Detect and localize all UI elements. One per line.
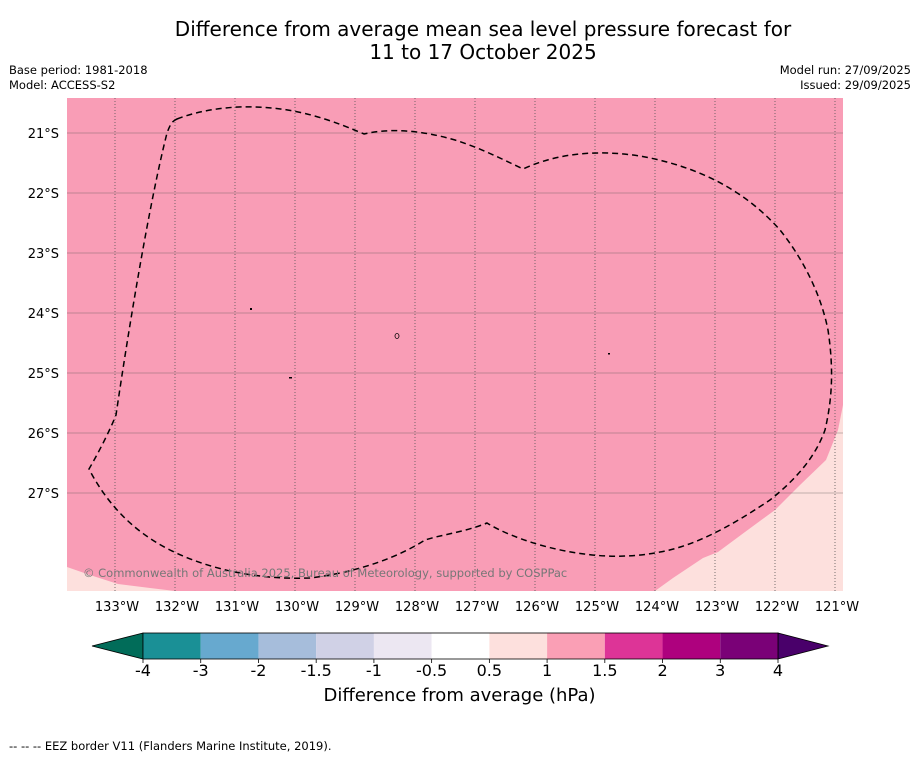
latitude-label: 22°S [28, 187, 59, 202]
latitude-label: 23°S [28, 247, 59, 262]
eez-legend-note: -- -- -- EEZ border V11 (Flanders Marine… [9, 739, 332, 753]
longitude-label: 131°W [215, 600, 259, 615]
colorbar-segment [431, 633, 490, 659]
colorbar-tick-label: -4 [135, 661, 151, 680]
title-line-2: 11 to 17 October 2025 [369, 40, 597, 64]
longitude-label: 121°W [815, 600, 859, 615]
latitude-label: 21°S [28, 127, 59, 142]
light-anomaly-region-west [67, 567, 175, 591]
longitude-label: 130°W [275, 600, 319, 615]
colorbar-tick-label: 2 [657, 661, 667, 680]
colorbar: -4 -3 -2 -1.5 -1 -0.5 0.5 1 1.5 2 3 4 [91, 632, 830, 680]
light-anomaly-region [655, 405, 843, 591]
colorbar-segment [373, 633, 432, 659]
longitude-label: 133°W [95, 600, 139, 615]
colorbar-segment [604, 633, 663, 659]
base-period: Base period: 1981-2018 [9, 63, 148, 77]
colorbar-over-arrow [777, 632, 830, 660]
longitude-label: 123°W [695, 600, 739, 615]
header-left: Base period: 1981-2018 Model: ACCESS-S2 [9, 63, 148, 93]
latitude-label: 26°S [28, 427, 59, 442]
latitude-label: 24°S [28, 307, 59, 322]
colorbar-tick-label: 4 [773, 661, 783, 680]
latitude-labels: 21°S 22°S 23°S 24°S 25°S 26°S 27°S [28, 127, 59, 502]
eez-border-line [88, 106, 833, 579]
island-mark [250, 308, 252, 310]
map-background-fill [67, 98, 843, 591]
island-mark [289, 377, 292, 379]
longitude-label: 124°W [635, 600, 679, 615]
longitude-label: 126°W [515, 600, 559, 615]
colorbar-tick-label: -0.5 [416, 661, 447, 680]
colorbar-label: Difference from average (hPa) [323, 685, 596, 706]
copyright-notice: © Commonwealth of Australia 2025, Bureau… [83, 566, 567, 580]
colorbar-tick-label: -1.5 [301, 661, 332, 680]
island-mark [394, 333, 400, 339]
model-run: Model run: 27/09/2025 [779, 63, 911, 77]
colorbar-tick-label: -3 [193, 661, 209, 680]
longitude-label: 125°W [575, 600, 619, 615]
longitude-label: 122°W [755, 600, 799, 615]
colorbar-tick-label: 1 [542, 661, 552, 680]
colorbar-segment [489, 633, 548, 659]
colorbar-tick-label: -1 [366, 661, 382, 680]
colorbar-segment [316, 633, 374, 659]
colorbar-segment [720, 633, 778, 659]
longitude-label: 128°W [395, 600, 439, 615]
colorbar-segment [258, 633, 317, 659]
colorbar-frame [142, 632, 779, 660]
header-right: Model run: 27/09/2025 Issued: 29/09/2025 [780, 63, 911, 93]
colorbar-segment [547, 633, 605, 659]
title-line-1: Difference from average mean sea level p… [174, 17, 792, 41]
island-mark [608, 353, 610, 355]
colorbar-segment [143, 633, 201, 659]
colorbar-tick-label: 3 [715, 661, 725, 680]
model-name: Model: ACCESS-S2 [9, 78, 116, 92]
longitude-label: 127°W [455, 600, 499, 615]
issued-date: Issued: 29/09/2025 [800, 78, 911, 92]
latitude-label: 25°S [28, 367, 59, 382]
longitude-label: 132°W [155, 600, 199, 615]
longitude-labels: 133°W 132°W 131°W 130°W 129°W 128°W 127°W 126°W… [95, 600, 859, 615]
colorbar-under-arrow [91, 632, 144, 660]
island-marks [250, 308, 610, 379]
longitude-label: 129°W [335, 600, 379, 615]
colorbar-tick-label: -2 [250, 661, 266, 680]
colorbar-tick-label: 1.5 [592, 661, 617, 680]
colorbar-segment [662, 633, 721, 659]
chart-title: Difference from average mean sea level p… [0, 18, 919, 64]
latitude-label: 27°S [28, 487, 59, 502]
colorbar-tick-label: 0.5 [477, 661, 502, 680]
colorbar-segment [200, 633, 259, 659]
graticule [67, 98, 843, 591]
